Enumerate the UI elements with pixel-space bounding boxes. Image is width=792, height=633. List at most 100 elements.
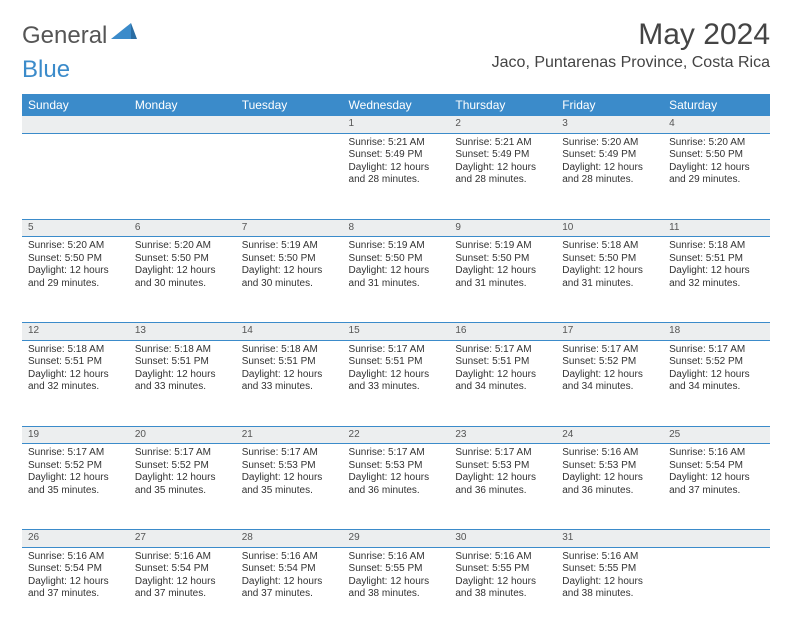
daylight-line: Daylight: 12 hours and 35 minutes. <box>28 472 123 497</box>
sunrise-line: Sunrise: 5:16 AM <box>562 447 657 460</box>
daylight-line: Daylight: 12 hours and 34 minutes. <box>562 369 657 394</box>
day-info-cell: Sunrise: 5:17 AMSunset: 5:52 PMDaylight:… <box>129 444 236 530</box>
day-info-cell: Sunrise: 5:17 AMSunset: 5:52 PMDaylight:… <box>663 340 770 426</box>
sunset-line: Sunset: 5:51 PM <box>135 356 230 369</box>
daylight-line: Daylight: 12 hours and 36 minutes. <box>562 472 657 497</box>
day-info-cell: Sunrise: 5:17 AMSunset: 5:52 PMDaylight:… <box>556 340 663 426</box>
daylight-line: Daylight: 12 hours and 38 minutes. <box>349 576 444 601</box>
day-info-cell <box>663 547 770 633</box>
sunrise-line: Sunrise: 5:17 AM <box>28 447 123 460</box>
sunrise-line: Sunrise: 5:17 AM <box>562 344 657 357</box>
sunrise-line: Sunrise: 5:17 AM <box>349 344 444 357</box>
sunset-line: Sunset: 5:51 PM <box>349 356 444 369</box>
daylight-line: Daylight: 12 hours and 33 minutes. <box>135 369 230 394</box>
sunrise-line: Sunrise: 5:17 AM <box>349 447 444 460</box>
day-number-row: 19202122232425 <box>22 426 770 444</box>
day-info-cell: Sunrise: 5:17 AMSunset: 5:53 PMDaylight:… <box>449 444 556 530</box>
day-info-cell: Sunrise: 5:19 AMSunset: 5:50 PMDaylight:… <box>236 237 343 323</box>
logo: General <box>22 22 139 50</box>
day-info-cell: Sunrise: 5:16 AMSunset: 5:55 PMDaylight:… <box>449 547 556 633</box>
day-number-cell: 1 <box>343 116 450 133</box>
day-info-cell: Sunrise: 5:16 AMSunset: 5:54 PMDaylight:… <box>236 547 343 633</box>
sunset-line: Sunset: 5:54 PM <box>669 460 764 473</box>
day-number-cell: 6 <box>129 219 236 237</box>
day-info-cell: Sunrise: 5:17 AMSunset: 5:51 PMDaylight:… <box>343 340 450 426</box>
day-number-cell <box>22 116 129 133</box>
day-number-cell: 30 <box>449 530 556 548</box>
day-number-cell: 11 <box>663 219 770 237</box>
day-number-cell: 26 <box>22 530 129 548</box>
weekday-header: Friday <box>556 94 663 116</box>
sunset-line: Sunset: 5:53 PM <box>349 460 444 473</box>
day-number-cell: 27 <box>129 530 236 548</box>
day-number-cell: 17 <box>556 323 663 341</box>
daylight-line: Daylight: 12 hours and 29 minutes. <box>669 162 764 187</box>
day-number-cell: 15 <box>343 323 450 341</box>
sunset-line: Sunset: 5:55 PM <box>349 563 444 576</box>
daylight-line: Daylight: 12 hours and 32 minutes. <box>669 265 764 290</box>
day-number-cell: 2 <box>449 116 556 133</box>
daylight-line: Daylight: 12 hours and 33 minutes. <box>349 369 444 394</box>
day-number-cell: 10 <box>556 219 663 237</box>
day-info-cell: Sunrise: 5:20 AMSunset: 5:49 PMDaylight:… <box>556 133 663 219</box>
day-number-row: 12131415161718 <box>22 323 770 341</box>
day-number-cell: 29 <box>343 530 450 548</box>
sunset-line: Sunset: 5:50 PM <box>349 253 444 266</box>
day-number-cell: 25 <box>663 426 770 444</box>
sunset-line: Sunset: 5:53 PM <box>455 460 550 473</box>
day-info-cell: Sunrise: 5:17 AMSunset: 5:53 PMDaylight:… <box>236 444 343 530</box>
day-info-cell: Sunrise: 5:18 AMSunset: 5:51 PMDaylight:… <box>236 340 343 426</box>
sunrise-line: Sunrise: 5:20 AM <box>135 240 230 253</box>
sunset-line: Sunset: 5:50 PM <box>135 253 230 266</box>
sunset-line: Sunset: 5:51 PM <box>28 356 123 369</box>
sunrise-line: Sunrise: 5:18 AM <box>562 240 657 253</box>
sunset-line: Sunset: 5:52 PM <box>669 356 764 369</box>
calendar-table: Sunday Monday Tuesday Wednesday Thursday… <box>22 94 770 633</box>
sunset-line: Sunset: 5:49 PM <box>562 149 657 162</box>
daylight-line: Daylight: 12 hours and 37 minutes. <box>28 576 123 601</box>
day-number-cell: 9 <box>449 219 556 237</box>
daylight-line: Daylight: 12 hours and 38 minutes. <box>455 576 550 601</box>
daylight-line: Daylight: 12 hours and 37 minutes. <box>242 576 337 601</box>
sunrise-line: Sunrise: 5:19 AM <box>455 240 550 253</box>
day-info-cell: Sunrise: 5:18 AMSunset: 5:50 PMDaylight:… <box>556 237 663 323</box>
day-info-cell <box>236 133 343 219</box>
daylight-line: Daylight: 12 hours and 32 minutes. <box>28 369 123 394</box>
weekday-header: Thursday <box>449 94 556 116</box>
sunset-line: Sunset: 5:50 PM <box>562 253 657 266</box>
sunrise-line: Sunrise: 5:17 AM <box>669 344 764 357</box>
day-info-cell: Sunrise: 5:17 AMSunset: 5:51 PMDaylight:… <box>449 340 556 426</box>
sunrise-line: Sunrise: 5:21 AM <box>455 137 550 150</box>
day-info-cell: Sunrise: 5:16 AMSunset: 5:54 PMDaylight:… <box>663 444 770 530</box>
sunset-line: Sunset: 5:52 PM <box>562 356 657 369</box>
daylight-line: Daylight: 12 hours and 38 minutes. <box>562 576 657 601</box>
day-number-row: 262728293031 <box>22 530 770 548</box>
day-info-cell: Sunrise: 5:16 AMSunset: 5:54 PMDaylight:… <box>129 547 236 633</box>
daylight-line: Daylight: 12 hours and 37 minutes. <box>135 576 230 601</box>
day-info-cell: Sunrise: 5:16 AMSunset: 5:53 PMDaylight:… <box>556 444 663 530</box>
daylight-line: Daylight: 12 hours and 36 minutes. <box>349 472 444 497</box>
day-number-cell: 21 <box>236 426 343 444</box>
day-number-cell: 31 <box>556 530 663 548</box>
day-info-row: Sunrise: 5:18 AMSunset: 5:51 PMDaylight:… <box>22 340 770 426</box>
weekday-header: Monday <box>129 94 236 116</box>
day-info-cell <box>22 133 129 219</box>
day-number-row: 567891011 <box>22 219 770 237</box>
day-info-cell: Sunrise: 5:20 AMSunset: 5:50 PMDaylight:… <box>663 133 770 219</box>
day-info-cell: Sunrise: 5:21 AMSunset: 5:49 PMDaylight:… <box>449 133 556 219</box>
day-number-cell <box>663 530 770 548</box>
daylight-line: Daylight: 12 hours and 35 minutes. <box>135 472 230 497</box>
sunrise-line: Sunrise: 5:18 AM <box>135 344 230 357</box>
day-info-cell: Sunrise: 5:16 AMSunset: 5:54 PMDaylight:… <box>22 547 129 633</box>
sunrise-line: Sunrise: 5:16 AM <box>669 447 764 460</box>
daylight-line: Daylight: 12 hours and 28 minutes. <box>455 162 550 187</box>
day-info-cell: Sunrise: 5:18 AMSunset: 5:51 PMDaylight:… <box>129 340 236 426</box>
sunset-line: Sunset: 5:50 PM <box>28 253 123 266</box>
day-info-cell: Sunrise: 5:17 AMSunset: 5:52 PMDaylight:… <box>22 444 129 530</box>
daylight-line: Daylight: 12 hours and 31 minutes. <box>455 265 550 290</box>
sunrise-line: Sunrise: 5:16 AM <box>349 551 444 564</box>
weekday-header: Saturday <box>663 94 770 116</box>
day-number-cell: 7 <box>236 219 343 237</box>
day-number-cell: 28 <box>236 530 343 548</box>
sunrise-line: Sunrise: 5:16 AM <box>242 551 337 564</box>
